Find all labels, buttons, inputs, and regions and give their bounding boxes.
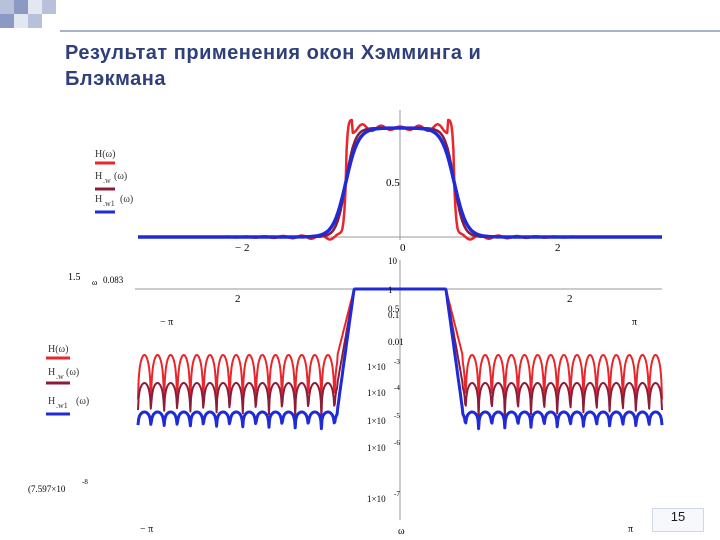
bottom-ytick-label: 1 <box>388 285 393 295</box>
top-ytick-label: 0.5 <box>386 177 400 189</box>
bottom-x-end-label: π <box>632 317 637 328</box>
bottom-ytick-label: 1×10 <box>367 388 386 398</box>
legend-label: (ω) <box>120 194 133 205</box>
legend-label: (ω) <box>66 367 79 378</box>
bottom-x-end-label: − π <box>160 317 173 328</box>
bottom-ytick-label: 1×10 <box>367 494 386 504</box>
bottom-xtick-label: 2 <box>567 293 573 305</box>
legend-label: .w <box>103 176 111 185</box>
top-chart: − 2 0 2 0.5 H(ω) H .w (ω) H .w1 (ω) <box>95 110 663 254</box>
bottom-ytick-label: 0.5 <box>388 304 400 314</box>
bottom-x-bottom-label: ω <box>398 526 405 537</box>
bottom-ytick-exponent: -4 <box>394 384 400 392</box>
bottom-ytick-label: 1×10 <box>367 362 386 372</box>
side-label: 1.5 <box>68 272 81 283</box>
title-rule <box>60 30 720 32</box>
bottom-ytick-exponent: -5 <box>394 412 400 420</box>
slide-title: Результат применения окон Хэмминга и Блэ… <box>65 40 665 92</box>
title-line-2: Блэкмана <box>65 68 166 90</box>
legend-label: .w1 <box>103 199 115 208</box>
series-line-hw1 <box>136 287 664 431</box>
side-label: ω <box>92 278 97 287</box>
top-xtick-label: 0 <box>400 242 406 254</box>
bottom-ytick-exponent: -6 <box>394 439 400 447</box>
side-label: 0.083 <box>103 275 124 285</box>
bottom-ytick-label: 1×10 <box>367 443 386 453</box>
legend-label: H <box>95 194 102 205</box>
legend-label: H(ω) <box>48 344 68 355</box>
bottom-x-bottom-label: − π <box>140 524 153 535</box>
bottom-x-bottom-label: π <box>628 524 633 535</box>
legend-label: H <box>48 367 55 378</box>
legend-label: H <box>95 171 102 182</box>
bottom-ytick-label: 0.1 <box>388 310 399 320</box>
legend-label: (ω) <box>114 171 127 182</box>
bottom-chart: 10 1 0.50.1 0.01 1×10 -3 1×10 -4 1×10 -5 1×10 -6 1×1… <box>28 256 664 537</box>
legend-label: H <box>48 396 55 407</box>
legend-label: H(ω) <box>95 149 115 160</box>
legend-label: (ω) <box>76 396 89 407</box>
corner-decoration <box>0 0 60 40</box>
top-xtick-label: − 2 <box>235 242 249 254</box>
bottom-xtick-label: 2 <box>235 293 241 305</box>
top-xtick-label: 2 <box>555 242 561 254</box>
legend-label: .w1 <box>56 401 68 410</box>
bottom-ytick-exponent: -7 <box>394 490 400 498</box>
side-label: (7.597×10 <box>28 484 66 494</box>
page-number: 15 <box>652 508 704 532</box>
bottom-ytick-label: 10 <box>388 256 398 266</box>
legend-label: .w <box>56 372 64 381</box>
bottom-ytick-label: 1×10 <box>367 416 386 426</box>
bottom-ytick-label: 0.01 <box>388 337 404 347</box>
series-line-hw1 <box>137 126 663 239</box>
side-label: -8 <box>82 478 88 486</box>
bottom-ytick-exponent: -3 <box>394 358 400 366</box>
title-line-1: Результат применения окон Хэмминга и <box>65 42 482 64</box>
